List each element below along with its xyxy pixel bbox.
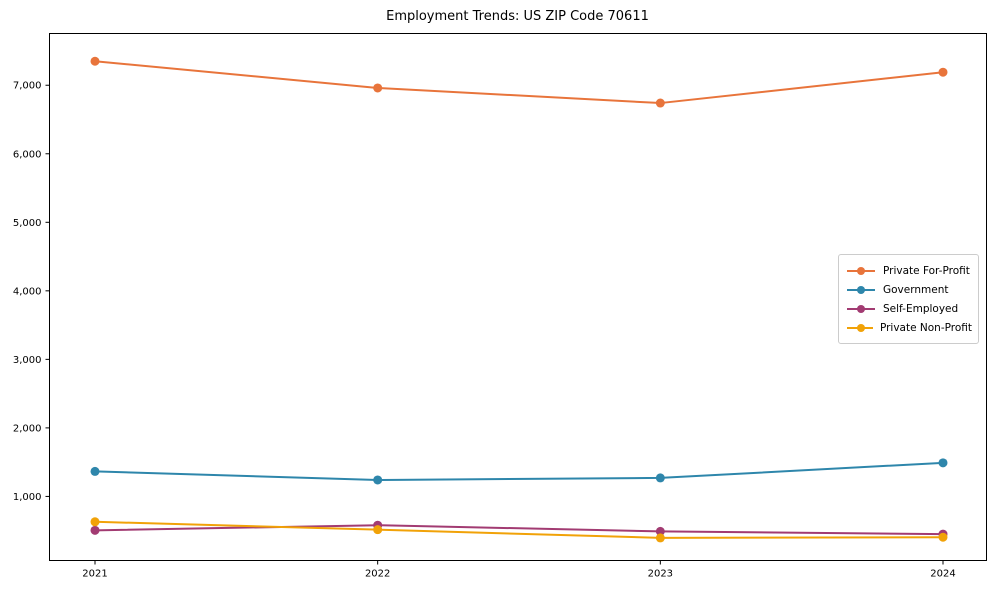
x-axis-tick-label: 2022: [365, 569, 390, 580]
legend-item: Self-Employed: [846, 299, 972, 318]
data-point-marker: [90, 525, 100, 535]
legend-label: Government: [883, 283, 949, 296]
data-point-marker: [938, 67, 948, 77]
x-axis-tick-label: 2021: [82, 569, 107, 580]
legend-line-marker-icon: [847, 266, 875, 275]
data-point-marker: [90, 56, 100, 66]
series-line-private-non-profit: [94, 520, 944, 539]
data-point-marker: [373, 525, 383, 535]
series-line-self-employed: [94, 524, 944, 536]
legend-item: Private Non-Profit: [846, 318, 972, 337]
data-point-marker: [90, 517, 100, 527]
legend-label: Private For-Profit: [883, 264, 970, 277]
data-point-marker: [373, 83, 383, 93]
y-axis-tick-label: 4,000: [13, 286, 42, 297]
y-axis-tick-label: 6,000: [13, 149, 42, 160]
data-point-marker: [938, 458, 948, 468]
y-axis-tick-label: 3,000: [13, 355, 42, 366]
data-point-marker: [938, 532, 948, 542]
data-point-marker: [655, 473, 665, 483]
data-point-marker: [655, 533, 665, 543]
series-line-private-for-profit: [94, 60, 944, 105]
chart-title: Employment Trends: US ZIP Code 70611: [386, 9, 649, 24]
legend-item: Private For-Profit: [846, 261, 972, 280]
legend-line-marker-icon: [847, 285, 875, 294]
data-point-marker: [90, 466, 100, 476]
series-line-government: [94, 461, 944, 481]
legend-line-marker-icon: [847, 323, 873, 332]
legend-label: Private Non-Profit: [879, 321, 972, 334]
x-axis-tick-label: 2024: [930, 569, 955, 580]
data-point-marker: [373, 475, 383, 485]
y-axis-tick-label: 7,000: [13, 81, 42, 92]
data-point-marker: [655, 98, 665, 108]
y-axis-tick-label: 5,000: [13, 218, 42, 229]
legend-line-marker-icon: [847, 304, 875, 313]
x-axis-tick-label: 2023: [648, 569, 673, 580]
legend-item: Government: [846, 280, 972, 299]
legend-label: Self-Employed: [883, 302, 959, 315]
y-axis-tick-label: 1,000: [13, 492, 42, 503]
y-axis-tick-label: 2,000: [13, 423, 42, 434]
legend: Private For-Profit Government Self-Employe…: [838, 254, 979, 344]
plot-frame: [49, 33, 987, 561]
data-point-marker: [655, 526, 665, 536]
